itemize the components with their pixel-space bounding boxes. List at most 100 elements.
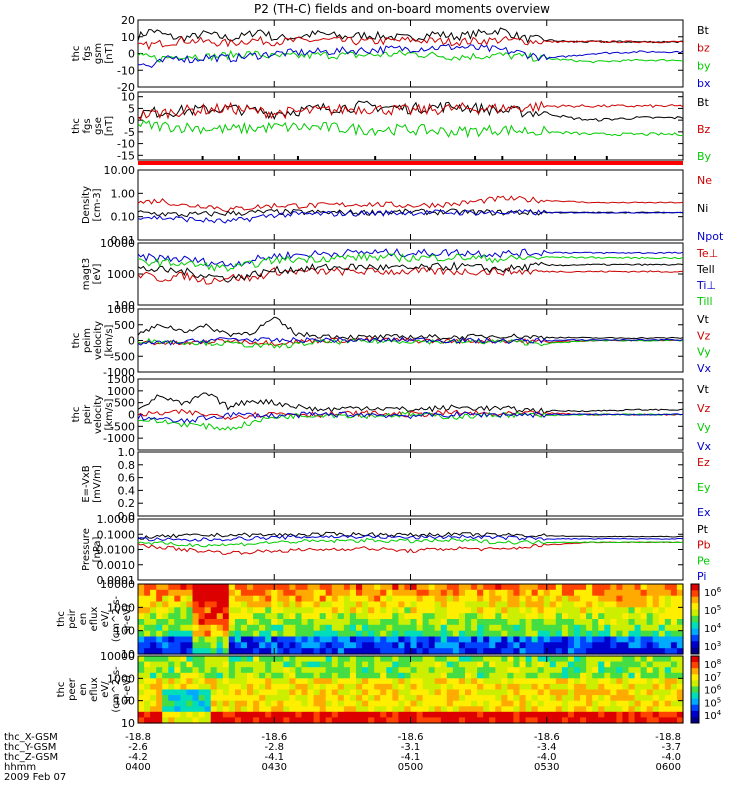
heatmap-cell — [186, 607, 194, 614]
heatmap-cell — [598, 630, 605, 638]
heatmap-cell — [446, 607, 454, 614]
heatmap-cell — [277, 706, 284, 713]
heatmap-cell — [156, 601, 163, 608]
heatmap-cell — [604, 689, 611, 696]
heatmap-cell — [670, 667, 678, 674]
heatmap-cell — [331, 683, 339, 691]
heatmap-cell — [549, 642, 557, 649]
heatmap-cell — [398, 584, 406, 591]
legend-label: Bz — [697, 123, 711, 136]
heatmap-cell — [253, 661, 260, 668]
heatmap-cell — [452, 683, 460, 691]
heatmap-cell — [640, 717, 648, 724]
heatmap-cell — [156, 672, 163, 679]
heatmap-cell — [216, 683, 224, 691]
heatmap-cell — [549, 601, 557, 608]
y-tick-label: -5 — [124, 126, 135, 139]
y-axis-label-line: (cm^2-s- — [111, 666, 122, 713]
heatmap-cell — [204, 619, 212, 626]
heatmap-cell — [622, 648, 630, 655]
heatmap-cell — [277, 613, 284, 620]
heatmap-cell — [240, 601, 248, 608]
heatmap-cell — [150, 589, 157, 597]
heatmap-cell — [162, 584, 169, 591]
heatmap-cell — [495, 607, 502, 614]
heatmap-cell — [646, 689, 654, 696]
heatmap-cell — [356, 595, 363, 603]
heatmap-cell — [634, 648, 642, 655]
heatmap-cell — [434, 630, 442, 638]
heatmap-cell — [501, 624, 508, 632]
heatmap-cell — [325, 695, 333, 702]
heatmap-cell — [204, 595, 212, 603]
heatmap-cell — [501, 656, 508, 663]
heatmap-cell — [259, 601, 266, 608]
heatmap-cell — [168, 689, 175, 696]
heatmap-cell — [331, 619, 339, 626]
heatmap-cell — [465, 672, 472, 679]
heatmap-cell — [247, 619, 254, 626]
heatmap-cell — [634, 630, 642, 638]
y-axis-label: thcpeerenefluxeV/(cm^2-s-sr-eV) — [56, 666, 133, 713]
colorbar-label-exp: 6 — [717, 586, 722, 594]
heatmap-cell — [483, 636, 490, 643]
heatmap-cell — [192, 624, 200, 632]
heatmap-cell — [634, 595, 642, 603]
heatmap-cell — [440, 661, 448, 668]
heatmap-cell — [228, 661, 236, 668]
heatmap-cell — [356, 683, 363, 691]
heatmap-cell — [495, 717, 502, 724]
heatmap-cell — [386, 678, 393, 685]
heatmap-cell — [325, 648, 333, 655]
heatmap-cell — [410, 706, 418, 713]
heatmap-cell — [531, 630, 539, 638]
heatmap-cell — [192, 595, 200, 603]
heatmap-cell — [592, 717, 599, 724]
heatmap-cell — [598, 672, 605, 679]
heatmap-cell — [458, 711, 466, 718]
heatmap-cell — [410, 717, 418, 724]
heatmap-cell — [531, 624, 539, 632]
heatmap-cell — [307, 584, 315, 591]
heatmap-cell — [392, 711, 399, 718]
heatmap-cell — [289, 678, 297, 685]
series-line-temperature-2 — [137, 248, 684, 268]
heatmap-cell — [652, 717, 660, 724]
legend-label: By — [697, 150, 712, 163]
heatmap-cell — [458, 656, 466, 663]
heatmap-cell — [622, 630, 630, 638]
heatmap-cell — [489, 642, 496, 649]
heatmap-cell — [519, 601, 527, 608]
heatmap-cell — [604, 636, 611, 643]
heatmap-cell — [634, 700, 642, 707]
heatmap-cell — [174, 689, 181, 696]
heatmap-cell — [277, 683, 284, 691]
heatmap-cell — [228, 607, 236, 614]
heatmap-cell — [186, 706, 194, 713]
heatmap-cell — [410, 595, 418, 603]
heatmap-cell — [398, 667, 406, 674]
heatmap-cell — [380, 630, 387, 638]
heatmap-cell — [567, 619, 575, 626]
heatmap-cell — [349, 648, 357, 655]
heatmap-cell — [543, 607, 551, 614]
heatmap-cell — [216, 695, 224, 702]
heatmap-cell — [434, 667, 442, 674]
heatmap-cell — [289, 619, 297, 626]
heatmap-cell — [604, 648, 611, 655]
heatmap-cell — [513, 695, 521, 702]
heatmap-cell — [489, 601, 496, 608]
heatmap-cell — [458, 717, 466, 724]
mode-bar-red — [138, 161, 683, 165]
heatmap-cell — [477, 717, 484, 724]
heatmap-cell — [428, 678, 436, 685]
heatmap-cell — [186, 630, 194, 638]
heatmap-cell — [634, 683, 642, 691]
heatmap-cell — [628, 700, 636, 707]
heatmap-cell — [586, 678, 593, 685]
heatmap-cell — [428, 642, 436, 649]
heatmap-cell — [174, 672, 181, 679]
heatmap-cell — [301, 619, 309, 626]
heatmap-cell — [247, 595, 254, 603]
heatmap-cell — [440, 695, 448, 702]
